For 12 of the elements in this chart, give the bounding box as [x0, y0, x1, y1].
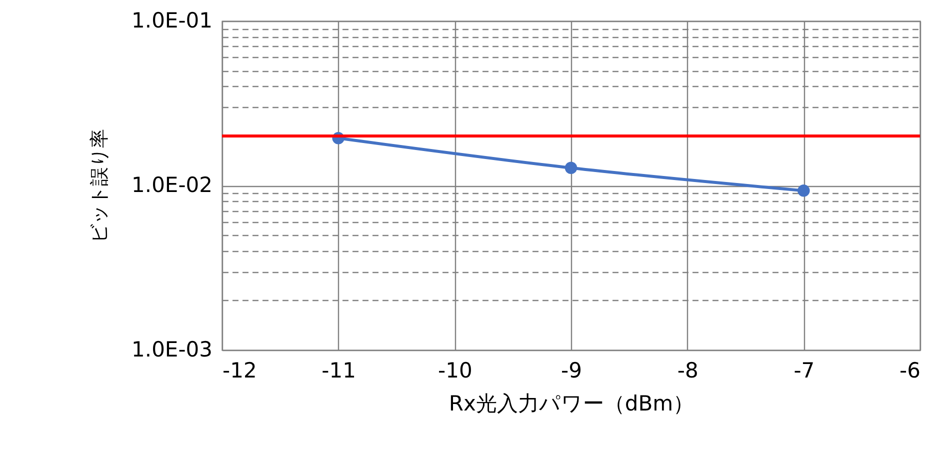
y-axis-title: ビット誤り率: [88, 129, 111, 243]
x-tick-label: -10: [438, 358, 472, 382]
x-tick-label: -6: [900, 358, 920, 382]
y-tick-label: 1.0E-01: [132, 8, 212, 32]
x-tick-label: -9: [561, 358, 582, 382]
x-tick-label: -8: [677, 358, 698, 382]
x-tick-label: -7: [794, 358, 815, 382]
y-tick-label: 1.0E-03: [132, 338, 212, 362]
x-tick-label: -12: [222, 358, 257, 382]
x-axis-title: Rx光入力パワー（dBm）: [448, 392, 694, 416]
y-tick-label: 1.0E-02: [132, 173, 212, 197]
x-tick-label: -11: [322, 358, 356, 382]
